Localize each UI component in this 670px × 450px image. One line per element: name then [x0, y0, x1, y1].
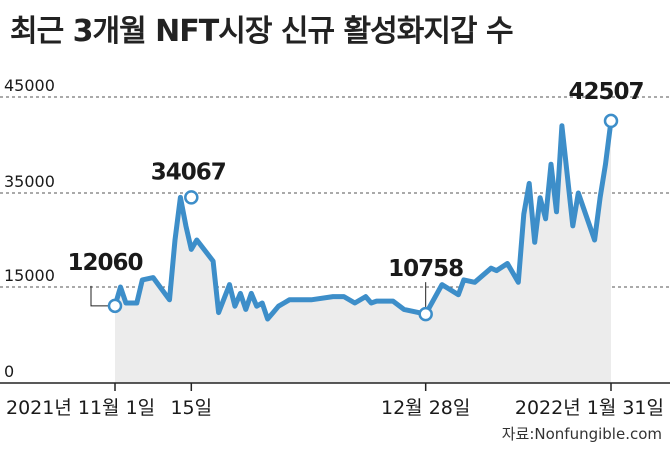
x-tick-label: 12월 28일 — [381, 397, 470, 419]
x-tick-label: 15일 — [170, 397, 212, 419]
data-label: 12060 — [67, 250, 142, 276]
data-point-marker — [184, 190, 199, 205]
data-label: 10758 — [388, 256, 463, 282]
y-tick-label: 0 — [4, 362, 14, 381]
chart-title: 최근 3개월 NFT시장 신규 활성화지갑 수 — [10, 14, 514, 49]
data-point-marker — [107, 298, 123, 314]
y-axis-ticks: 45000 35000 15000 0 — [4, 76, 55, 381]
x-axis-ticks: 2021년 11월 1일 15일 12월 28일 2022년 1월 31일 — [6, 383, 664, 419]
annotation-leader — [90, 285, 115, 307]
source-note: 자료:Nonfungible.com — [501, 425, 662, 443]
area-fill — [115, 120, 611, 384]
annotations: 12060 34067 10758 42507 — [67, 79, 645, 322]
y-tick-label: 15000 — [4, 266, 55, 285]
series-line — [112, 118, 614, 322]
data-label: 34067 — [151, 159, 226, 185]
x-tick-label: 2022년 1월 31일 — [515, 397, 664, 419]
data-point-marker — [603, 113, 619, 129]
y-tick-label: 35000 — [4, 172, 55, 191]
data-label: 42507 — [568, 79, 643, 105]
x-tick-label: 2021년 11월 1일 — [6, 397, 155, 419]
y-tick-label: 45000 — [4, 76, 55, 95]
data-point-marker — [418, 306, 433, 322]
